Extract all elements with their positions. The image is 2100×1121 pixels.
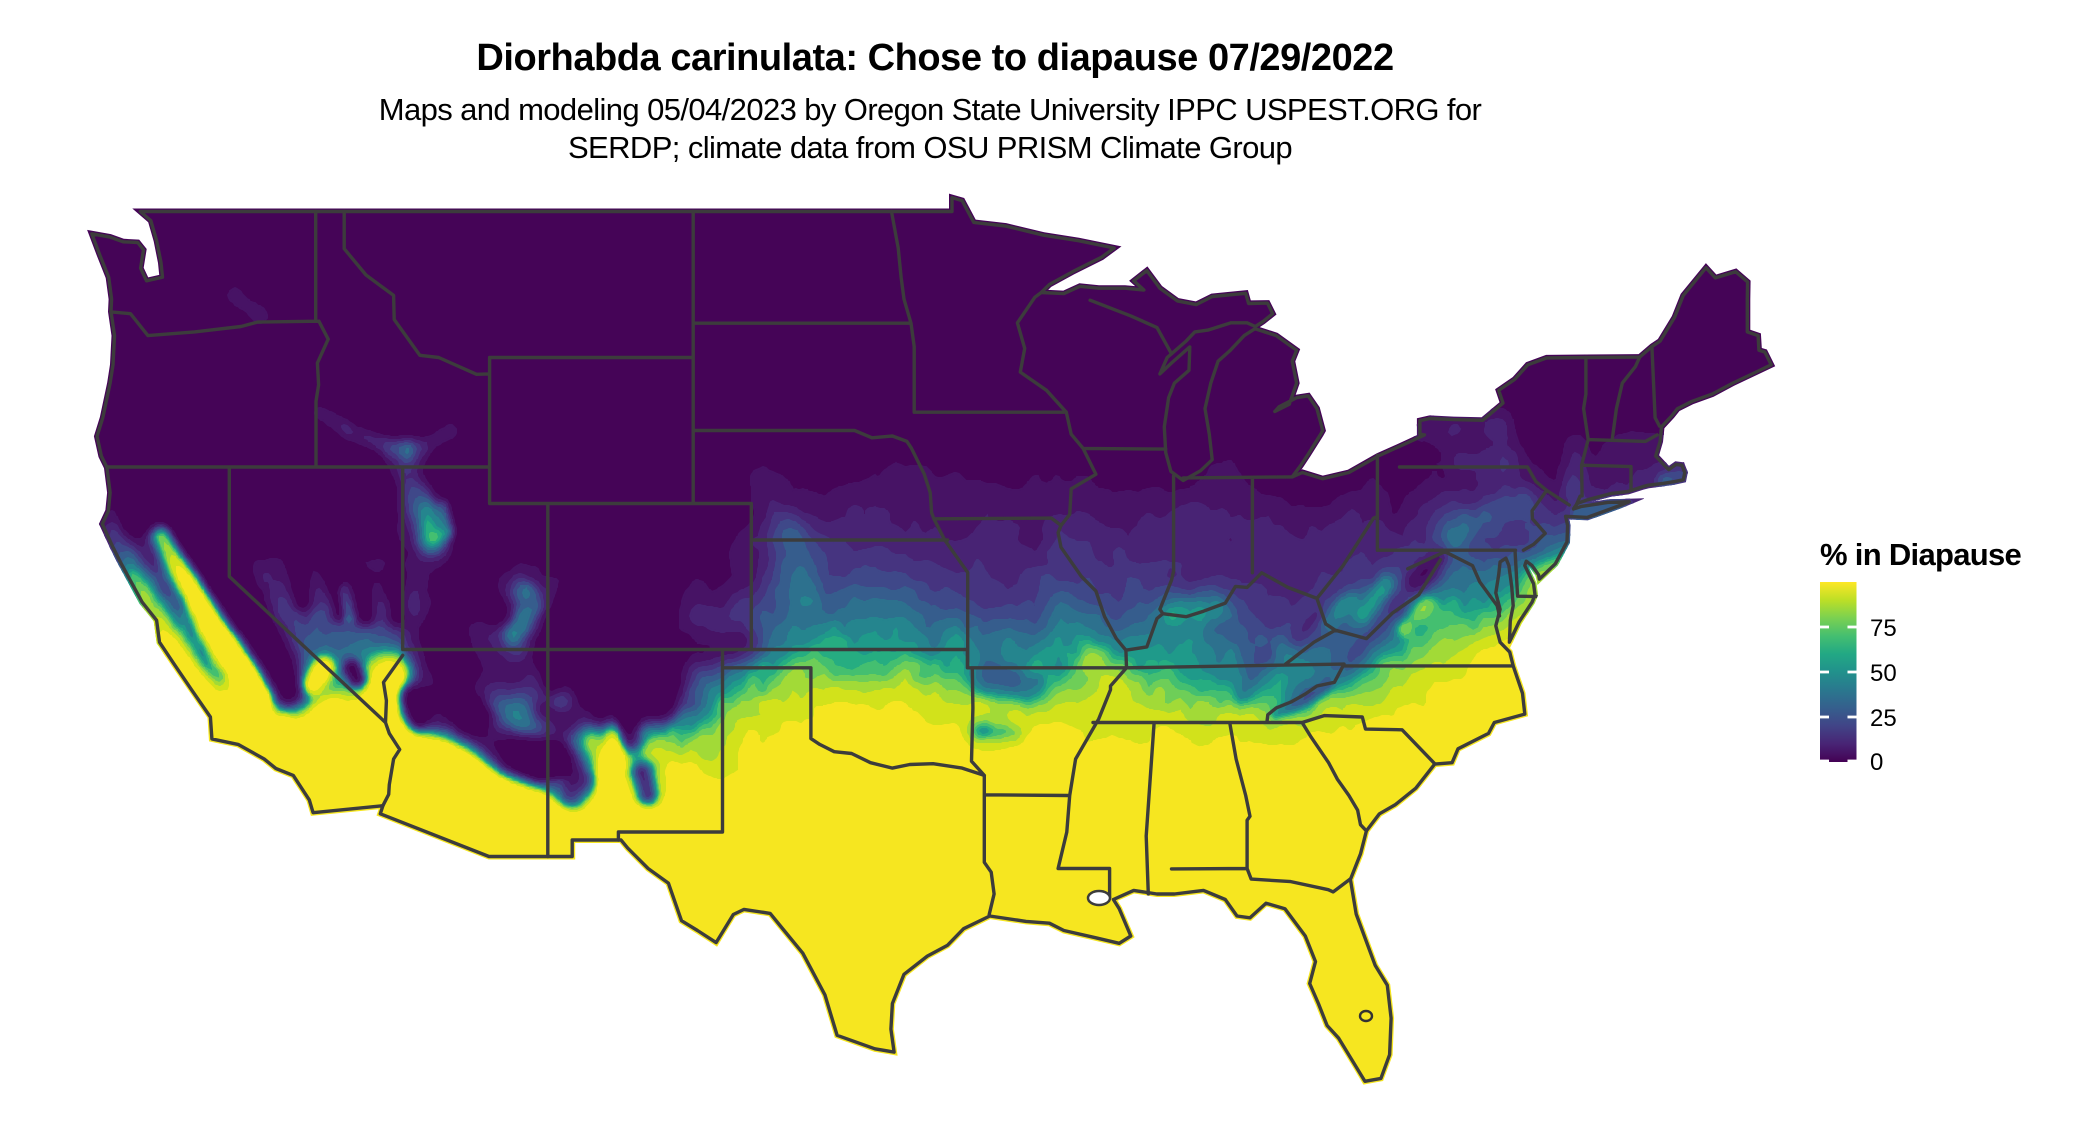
svg-text:50: 50 <box>1870 660 1897 687</box>
svg-text:0: 0 <box>1870 749 1883 776</box>
svg-text:25: 25 <box>1870 705 1897 732</box>
svg-text:% in Diapause: % in Diapause <box>1820 537 2022 572</box>
svg-text:75: 75 <box>1870 615 1897 642</box>
